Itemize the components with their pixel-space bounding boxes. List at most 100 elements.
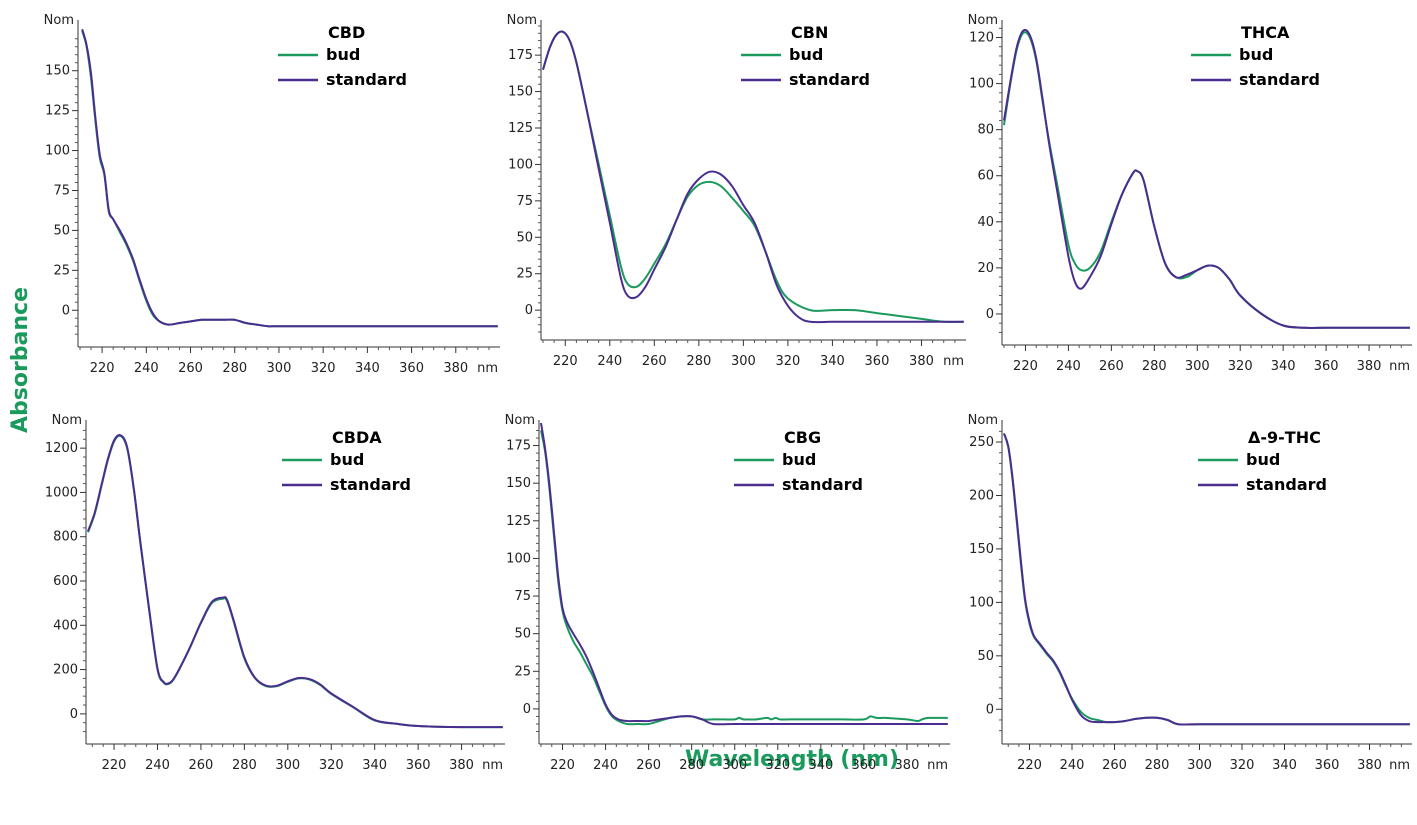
x-tick-label: 220 — [102, 758, 127, 773]
x-tick-label: 300 — [267, 361, 292, 376]
y-tick-label: 0 — [986, 307, 994, 322]
x-tick-label: 380 — [1357, 359, 1382, 374]
y-tick-label: 100 — [969, 595, 994, 610]
y-tick-label: 800 — [53, 530, 78, 545]
x-unit-label: nm — [927, 758, 948, 773]
x-tick-label: 300 — [1185, 359, 1210, 374]
x-tick-label: 260 — [189, 758, 214, 773]
x-tick-label: 280 — [232, 758, 257, 773]
y-unit-label: Nom — [52, 413, 82, 428]
x-tick-label: 320 — [319, 758, 344, 773]
chart-0: Nom 0 25 50 75 100 125 150 220 240 260 280 300 320 340… — [44, 13, 500, 376]
x-tick-label: 240 — [597, 354, 622, 369]
y-tick-label: 0 — [62, 303, 70, 318]
x-tick-label: 340 — [362, 758, 387, 773]
series-line-standard — [1003, 28, 1410, 329]
y-tick-label: 175 — [506, 439, 531, 454]
legend-title: CBD — [328, 23, 365, 42]
y-tick-label: 25 — [514, 664, 531, 679]
y-tick-label: 80 — [977, 123, 994, 138]
y-tick-label: 20 — [977, 261, 994, 276]
x-tick-label: 300 — [1187, 758, 1212, 773]
chart-1: Nom 0 25 50 75 100 125 150 175 220 240 260 280 300 320… — [507, 13, 966, 369]
x-unit-label: nm — [477, 361, 498, 376]
y-tick-label: 60 — [977, 169, 994, 184]
legend-title: CBG — [784, 428, 821, 447]
x-tick-label: 280 — [686, 354, 711, 369]
y-tick-label: 75 — [514, 589, 531, 604]
x-tick-label: 260 — [1102, 758, 1127, 773]
x-tick-label: 260 — [1099, 359, 1124, 374]
x-tick-label: 380 — [895, 758, 920, 773]
x-unit-label: nm — [1389, 359, 1410, 374]
y-tick-label: 175 — [508, 48, 533, 63]
y-tick-label: 125 — [506, 514, 531, 529]
x-tick-label: 240 — [145, 758, 170, 773]
figure-y-axis-label: Absorbance — [8, 287, 33, 433]
legend-label-standard: standard — [782, 475, 863, 494]
series-line-standard — [1003, 433, 1410, 726]
y-unit-label: Nom — [44, 13, 74, 28]
y-tick-label: 150 — [45, 64, 70, 79]
x-tick-label: 320 — [311, 361, 336, 376]
x-tick-label: 300 — [275, 758, 300, 773]
y-unit-label: Nom — [507, 13, 537, 28]
x-unit-label: nm — [943, 354, 964, 369]
series-line-standard — [542, 30, 964, 324]
y-tick-label: 50 — [977, 649, 994, 664]
y-unit-label: Nom — [968, 13, 998, 28]
legend-label-standard: standard — [326, 70, 407, 89]
series-line-bud — [87, 434, 503, 729]
series-line-standard — [87, 434, 503, 729]
legend-label-standard: standard — [1239, 70, 1320, 89]
legend-title: THCA — [1241, 23, 1290, 42]
x-tick-label: 380 — [443, 361, 468, 376]
legend-label-standard: standard — [789, 70, 870, 89]
x-tick-label: 240 — [1056, 359, 1081, 374]
legend-label-bud: bud — [789, 45, 823, 64]
y-tick-label: 125 — [45, 104, 70, 119]
y-tick-label: 50 — [53, 223, 70, 238]
legend-label-bud: bud — [1239, 45, 1273, 64]
series-line-standard — [81, 28, 498, 328]
series-line-bud — [540, 430, 948, 726]
y-tick-label: 50 — [516, 230, 533, 245]
legend-label-standard: standard — [1246, 475, 1327, 494]
legend-label-bud: bud — [326, 45, 360, 64]
x-tick-label: 220 — [1013, 359, 1038, 374]
y-tick-label: 40 — [977, 215, 994, 230]
y-tick-label: 150 — [508, 85, 533, 100]
y-tick-label: 125 — [508, 121, 533, 136]
y-tick-label: 600 — [53, 574, 78, 589]
x-tick-label: 260 — [642, 354, 667, 369]
x-tick-label: 340 — [1272, 758, 1297, 773]
x-tick-label: 280 — [222, 361, 247, 376]
y-tick-label: 0 — [70, 707, 78, 722]
x-tick-label: 340 — [808, 758, 833, 773]
x-tick-label: 280 — [1145, 758, 1170, 773]
y-tick-label: 0 — [525, 303, 533, 318]
legend-label-bud: bud — [1246, 450, 1280, 469]
y-tick-label: 250 — [969, 435, 994, 450]
figure-x-axis-label: Wavelength (nm) — [685, 747, 899, 772]
x-tick-label: 360 — [1314, 359, 1339, 374]
x-tick-label: 360 — [851, 758, 876, 773]
x-tick-label: 320 — [1230, 758, 1255, 773]
x-tick-label: 260 — [178, 361, 203, 376]
chart-4: Nom 0 25 50 75 100 125 150 175 220 240 260 280 300 320… — [505, 413, 950, 773]
x-tick-label: 240 — [593, 758, 618, 773]
y-tick-label: 100 — [508, 157, 533, 172]
legend-title: CBDA — [332, 428, 382, 447]
y-tick-label: 50 — [514, 627, 531, 642]
legend-title: Δ-9-THC — [1248, 428, 1321, 447]
legend-title: CBN — [791, 23, 828, 42]
legend-label-bud: bud — [330, 450, 364, 469]
chart-3: Nom 0 200 400 600 800 1000 1200 220 240 260 280 300 3… — [45, 413, 505, 773]
y-tick-label: 75 — [53, 183, 70, 198]
x-tick-label: 360 — [399, 361, 424, 376]
x-tick-label: 360 — [1315, 758, 1340, 773]
y-tick-label: 0 — [523, 702, 531, 717]
x-unit-label: nm — [1389, 758, 1410, 773]
series-line-bud — [542, 30, 964, 324]
